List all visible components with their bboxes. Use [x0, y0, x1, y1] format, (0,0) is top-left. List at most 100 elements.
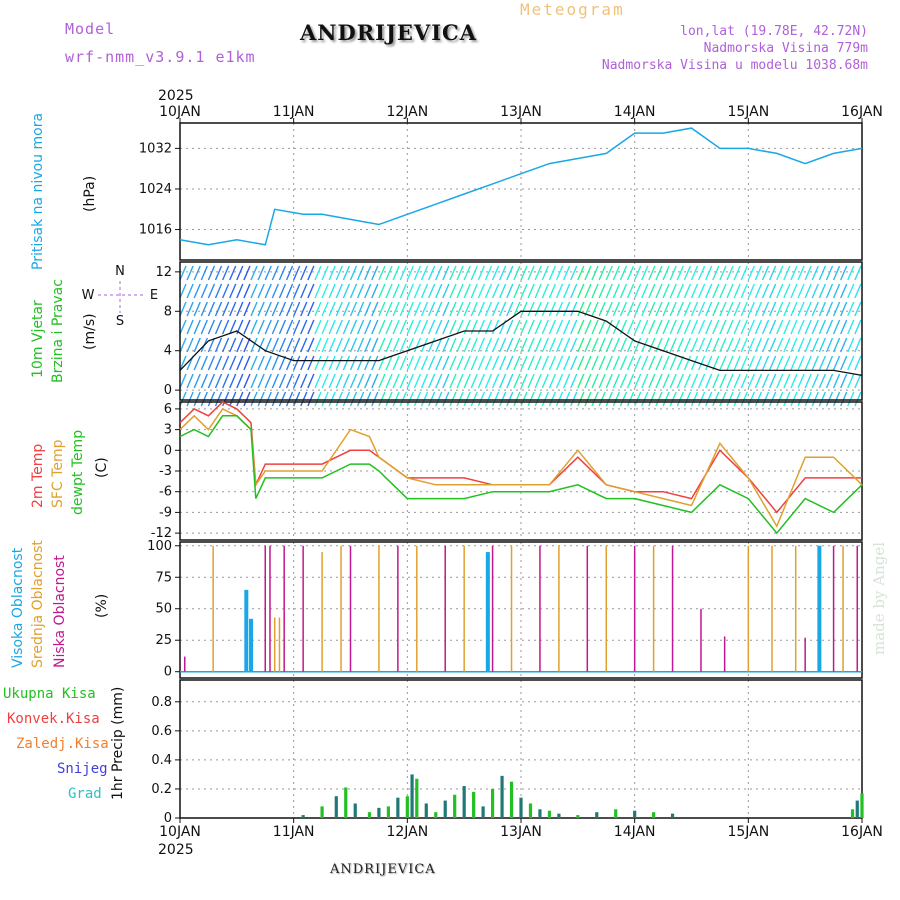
- wind-barb: [634, 319, 642, 335]
- wind-barb: [186, 373, 194, 389]
- wind-barb: [321, 355, 329, 371]
- wind-barb: [221, 301, 230, 317]
- wind-barb: [513, 391, 521, 407]
- wind-barb: [634, 301, 642, 317]
- wind-barb: [584, 283, 592, 299]
- wind-barb: [236, 391, 244, 407]
- wind-speed-line: [179, 310, 863, 377]
- compass-e-label: E: [150, 288, 158, 303]
- wind-barb: [293, 265, 301, 281]
- wind-barb: [527, 319, 535, 335]
- wind-barb: [825, 283, 834, 299]
- wind-barb: [719, 265, 727, 281]
- wind-barb: [740, 373, 748, 389]
- wind-barb: [790, 337, 798, 353]
- wind-barb: [655, 301, 663, 317]
- wind-barb: [186, 265, 194, 281]
- wind-barb: [229, 373, 237, 389]
- cloud-mid-bar: [771, 545, 773, 672]
- wind-barb: [840, 373, 848, 389]
- pressure-ytick-label: 1016: [139, 223, 172, 238]
- precip-bar: [557, 813, 561, 818]
- wind-barb: [811, 283, 819, 299]
- wind-barb: [335, 265, 343, 281]
- wind-barb: [733, 337, 741, 353]
- wind-barb: [818, 319, 827, 335]
- wind-barb: [300, 355, 308, 371]
- wind-barb: [641, 391, 649, 407]
- wind-barb: [264, 283, 272, 299]
- wind-barb: [562, 319, 571, 335]
- wind-barb: [847, 319, 855, 335]
- wind-barb: [356, 337, 365, 353]
- bottom-year-label: 2025: [158, 842, 194, 858]
- wind-barb: [697, 337, 706, 353]
- wind-barb: [534, 373, 542, 389]
- wind-barb: [541, 355, 549, 371]
- wind-barb: [626, 319, 635, 335]
- wind-barb: [527, 391, 535, 407]
- wind-barb: [832, 337, 841, 353]
- cloud-low-bar: [832, 545, 835, 672]
- cloud-ytick-label: 75: [155, 570, 172, 585]
- wind-barb: [712, 337, 720, 353]
- wind-barb: [264, 301, 272, 317]
- wind-barb: [761, 301, 770, 317]
- wind-barb: [200, 373, 208, 389]
- wind-barb: [364, 319, 372, 335]
- wind-barb: [541, 337, 549, 353]
- wind-barb: [527, 265, 535, 281]
- wind-barb: [740, 337, 748, 353]
- wind-barb: [285, 391, 294, 407]
- wind-barb: [193, 391, 201, 407]
- wind-barb: [761, 391, 770, 407]
- wind-barb: [278, 265, 287, 281]
- cloud-mid-bar: [321, 552, 323, 672]
- wind-barb: [463, 337, 471, 353]
- wind-barb: [577, 283, 585, 299]
- wind-barb: [754, 373, 763, 389]
- wind-barb: [342, 391, 351, 407]
- wind-barb: [797, 319, 805, 335]
- wind-barb: [250, 337, 258, 353]
- precip-bar: [377, 807, 381, 818]
- wind-barb: [399, 337, 407, 353]
- wind-barb: [769, 391, 777, 407]
- wind-barb: [847, 301, 855, 317]
- wind-barb: [356, 265, 365, 281]
- precip-bar: [353, 803, 357, 818]
- wind-barb: [832, 391, 841, 407]
- wind-barb: [236, 301, 244, 317]
- cloud-ytick-label: 100: [147, 539, 172, 554]
- cloud-low-bar: [491, 545, 494, 672]
- wind-barb: [413, 337, 422, 353]
- wind-barb: [740, 283, 748, 299]
- wind-barb: [207, 373, 216, 389]
- precip-legend-conv: Konvek.Kisa: [7, 711, 100, 727]
- top-time-tick-label: 16JAN: [841, 104, 883, 120]
- temperature-ytick-label: 3: [164, 423, 172, 438]
- wind-barb: [697, 301, 706, 317]
- wind-barb: [605, 265, 613, 281]
- wind-barb: [328, 319, 336, 335]
- wind-barb: [697, 283, 706, 299]
- wind-barb: [641, 355, 649, 371]
- wind-barb: [356, 355, 365, 371]
- wind-barb: [634, 283, 642, 299]
- wind-barb: [669, 283, 677, 299]
- wind-barb: [506, 319, 514, 335]
- wind-barb: [662, 265, 670, 281]
- wind-barb: [399, 319, 407, 335]
- wind-barb: [271, 319, 279, 335]
- wind-barb: [399, 265, 407, 281]
- wind-barb: [570, 391, 578, 407]
- wind-barb: [719, 283, 727, 299]
- wind-barb: [257, 391, 265, 407]
- wind-barb: [257, 265, 265, 281]
- wind-barb: [783, 373, 791, 389]
- wind-barb: [463, 283, 471, 299]
- wind-barb: [229, 283, 237, 299]
- wind-barb: [207, 301, 216, 317]
- wind-barb: [470, 355, 478, 371]
- wind-barb: [349, 337, 358, 353]
